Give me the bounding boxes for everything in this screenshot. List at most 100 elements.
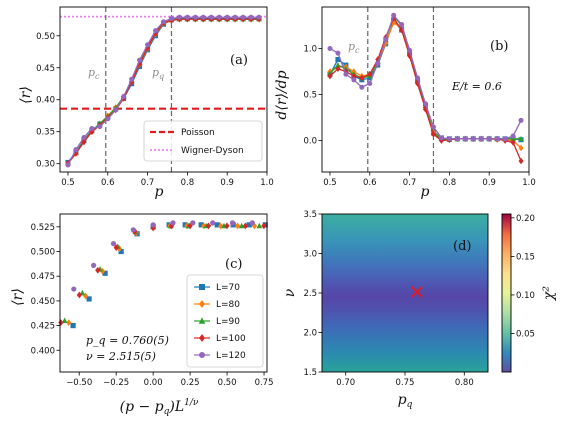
- x-tick-label: 0.6: [101, 178, 115, 188]
- collapse-point-L=120: [190, 220, 196, 226]
- data-point-L=120: [438, 135, 444, 141]
- y-tick-label: 1.5: [303, 368, 317, 378]
- panel-b-pc-label: pc: [348, 40, 360, 55]
- x-tick-label: 0.75: [255, 378, 274, 388]
- x-tick-label: 0.9: [220, 178, 234, 188]
- heatmap-surface: [322, 214, 488, 372]
- collapse-point-L=120: [110, 241, 117, 247]
- x-tick-label: −0.50: [66, 378, 92, 388]
- panel-c-frame: [59, 213, 268, 373]
- legend-swatch-L=90: [198, 317, 206, 324]
- colorbar-ticks: 0.05 0.10 0.15 0.20: [511, 214, 535, 339]
- x-tick-label: 0.8: [443, 178, 457, 188]
- data-point-L=70: [335, 57, 341, 63]
- collapse-point-L=120: [170, 220, 176, 226]
- y-tick-label: 2.5: [303, 289, 317, 299]
- data-point-L=100: [153, 29, 159, 37]
- panel-b-plot-area: [327, 7, 524, 172]
- data-point-L=120: [415, 75, 421, 81]
- colorbar-frame: [501, 213, 512, 373]
- colorbar-tick-label: 0.05: [516, 329, 535, 339]
- y-tick-label: 0.40: [36, 96, 55, 106]
- panel-c-ticks: −0.50 −0.25 0.00 0.25 0.50 0.75 0.400 0.425 0.45…: [31, 223, 274, 388]
- panel-a-frame: [59, 6, 268, 173]
- legend-label: L=70: [216, 283, 240, 293]
- collapse-point-L=70: [214, 222, 220, 228]
- panel-b-annotation: E/t = 0.6: [451, 80, 502, 93]
- data-point-L=120: [494, 136, 500, 142]
- x-tick-label: 0.25: [181, 378, 200, 388]
- collapse-point-L=100: [261, 222, 267, 230]
- data-point-L=100: [335, 65, 341, 73]
- x-tick-label: 0.00: [144, 378, 163, 388]
- y-tick-label: 1.0: [303, 44, 317, 54]
- data-point-L=100: [327, 72, 333, 80]
- data-point-L=120: [153, 28, 159, 34]
- legend-label: L=90: [216, 317, 240, 327]
- panel-d-ylabel: ν: [282, 288, 298, 297]
- panel-b-frame: [321, 6, 530, 173]
- data-point-L=120: [375, 60, 381, 66]
- panel-c-label: (c): [225, 257, 242, 272]
- panel-c-legend-box: [186, 274, 264, 368]
- panel-a-xlabel: p: [155, 184, 164, 200]
- panel-d-xlabel: pq: [398, 392, 413, 410]
- data-point-L=120: [343, 71, 349, 77]
- data-point-L=120: [232, 14, 238, 20]
- colorbar: [502, 214, 511, 372]
- panel-c-legend: L=70 L=80 L=90 L=100 L=120: [186, 274, 264, 368]
- y-tick-label: 0.425: [31, 322, 55, 332]
- data-point-L=120: [216, 14, 222, 20]
- y-tick-label: 0.450: [31, 297, 55, 307]
- data-point-L=120: [462, 136, 468, 142]
- legend-wd-label: Wigner-Dyson: [181, 146, 244, 156]
- collapse-point-L=120: [210, 220, 216, 226]
- colorbar-label: χ²: [541, 286, 557, 301]
- data-point-L=100: [518, 157, 524, 165]
- legend-swatch-L=80: [199, 300, 205, 308]
- data-point-L=120: [168, 16, 174, 22]
- collapse-point-L=90: [238, 222, 245, 229]
- panel-b-ylabel: d⟨r⟩/dp: [274, 70, 290, 119]
- collapse-point-L=120: [150, 222, 156, 228]
- panel-c-fit-nu: ν = 2.515(5): [86, 350, 156, 363]
- data-point-L=120: [470, 136, 476, 142]
- data-point-L=120: [423, 101, 428, 107]
- panel-a-label: (a): [230, 53, 248, 68]
- data-point-L=120: [256, 14, 262, 20]
- data-point-L=120: [430, 124, 436, 130]
- y-tick-label: 0.45: [36, 64, 55, 74]
- x-tick-label: 0.8: [181, 178, 195, 188]
- data-point-L=90: [518, 135, 524, 142]
- collapse-point-L=100: [205, 222, 212, 230]
- panel-b-label: (b): [490, 39, 508, 54]
- panel-b: 0.5 0.6 0.7 0.8 0.9 1.0 0.0 0.5 1.0 p d⟨r⟩/dp (b…: [274, 6, 536, 200]
- data-point-L=100: [367, 71, 373, 78]
- data-point-L=120: [359, 84, 365, 90]
- data-point-L=120: [240, 14, 246, 20]
- collapse-point-L=120: [71, 286, 77, 292]
- data-point-L=120: [224, 14, 230, 20]
- y-tick-label: 0.475: [31, 272, 55, 282]
- y-tick-label: 3.5: [303, 210, 317, 220]
- data-point-L=120: [335, 50, 341, 56]
- colorbar-tick-label: 0.10: [516, 291, 535, 301]
- y-tick-label: 0.0: [303, 137, 317, 147]
- panel-c: −0.50 −0.25 0.00 0.25 0.50 0.75 0.400 0.425 0.45…: [10, 213, 274, 417]
- panel-c-plot-area: [58, 220, 268, 329]
- data-point-L=120: [97, 124, 103, 130]
- legend-label: L=80: [216, 300, 240, 310]
- y-tick-label: 0.400: [31, 346, 55, 356]
- x-tick-label: 1.0: [522, 178, 536, 188]
- legend-swatch-L=100: [199, 334, 205, 342]
- data-point-L=120: [510, 133, 516, 139]
- collapse-point-L=100: [224, 222, 230, 230]
- legend-swatch-L=70: [199, 284, 205, 290]
- legend-poisson-label: Poisson: [181, 128, 215, 138]
- collapse-point-L=70: [246, 222, 252, 228]
- data-point-L=120: [137, 57, 143, 63]
- panel-d-label: (d): [453, 239, 471, 254]
- panel-c-fit-pq: p_q = 0.760(5): [86, 334, 169, 347]
- collapse-point-L=90: [256, 222, 263, 229]
- x-tick-label: 0.6: [363, 178, 377, 188]
